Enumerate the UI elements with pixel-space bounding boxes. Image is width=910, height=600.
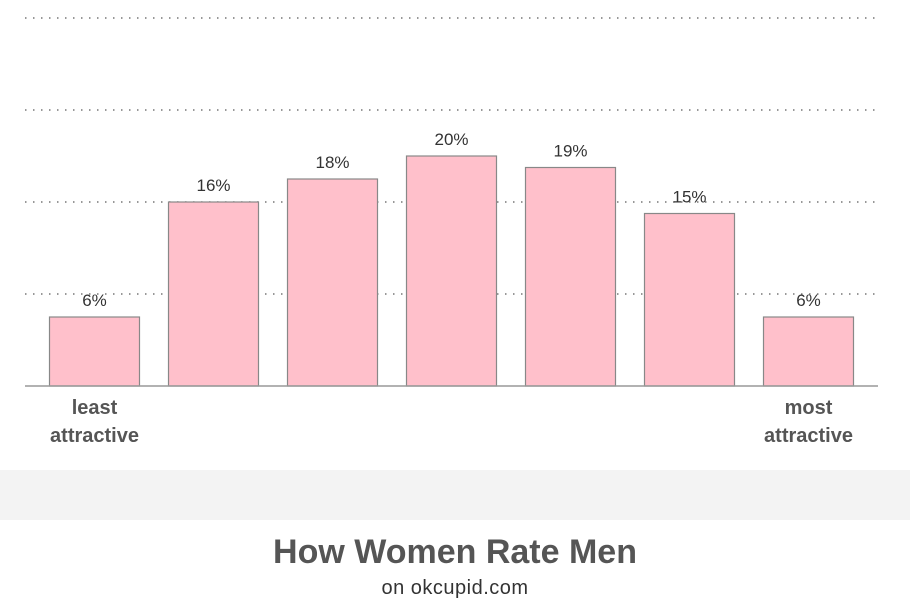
bar-chart: 6% 16% 18% 20% 19% 15% 6% least attractive most a…	[25, 17, 878, 447]
data-label: 20%	[434, 130, 468, 149]
category-label: least	[72, 397, 118, 419]
data-label: 19%	[553, 142, 587, 161]
bar	[643, 212, 736, 387]
bar	[762, 316, 855, 387]
bars	[48, 155, 855, 387]
title-band	[0, 470, 910, 520]
category-labels: least attractive most attractive	[50, 397, 853, 447]
bar	[167, 201, 260, 387]
chart-subtitle: on okcupid.com	[381, 577, 529, 599]
data-label: 16%	[196, 176, 230, 195]
category-label: attractive	[50, 425, 139, 447]
category-label: attractive	[764, 425, 853, 447]
data-label: 18%	[315, 153, 349, 172]
data-label: 15%	[672, 188, 706, 207]
category-label: most	[785, 397, 833, 419]
bar	[405, 155, 498, 387]
chart-title: How Women Rate Men	[273, 533, 637, 571]
data-labels: 6% 16% 18% 20% 19% 15% 6%	[82, 130, 821, 310]
bar	[286, 178, 379, 387]
data-label: 6%	[796, 291, 821, 310]
data-label: 6%	[82, 291, 107, 310]
bar	[48, 316, 141, 387]
bar	[524, 166, 617, 387]
